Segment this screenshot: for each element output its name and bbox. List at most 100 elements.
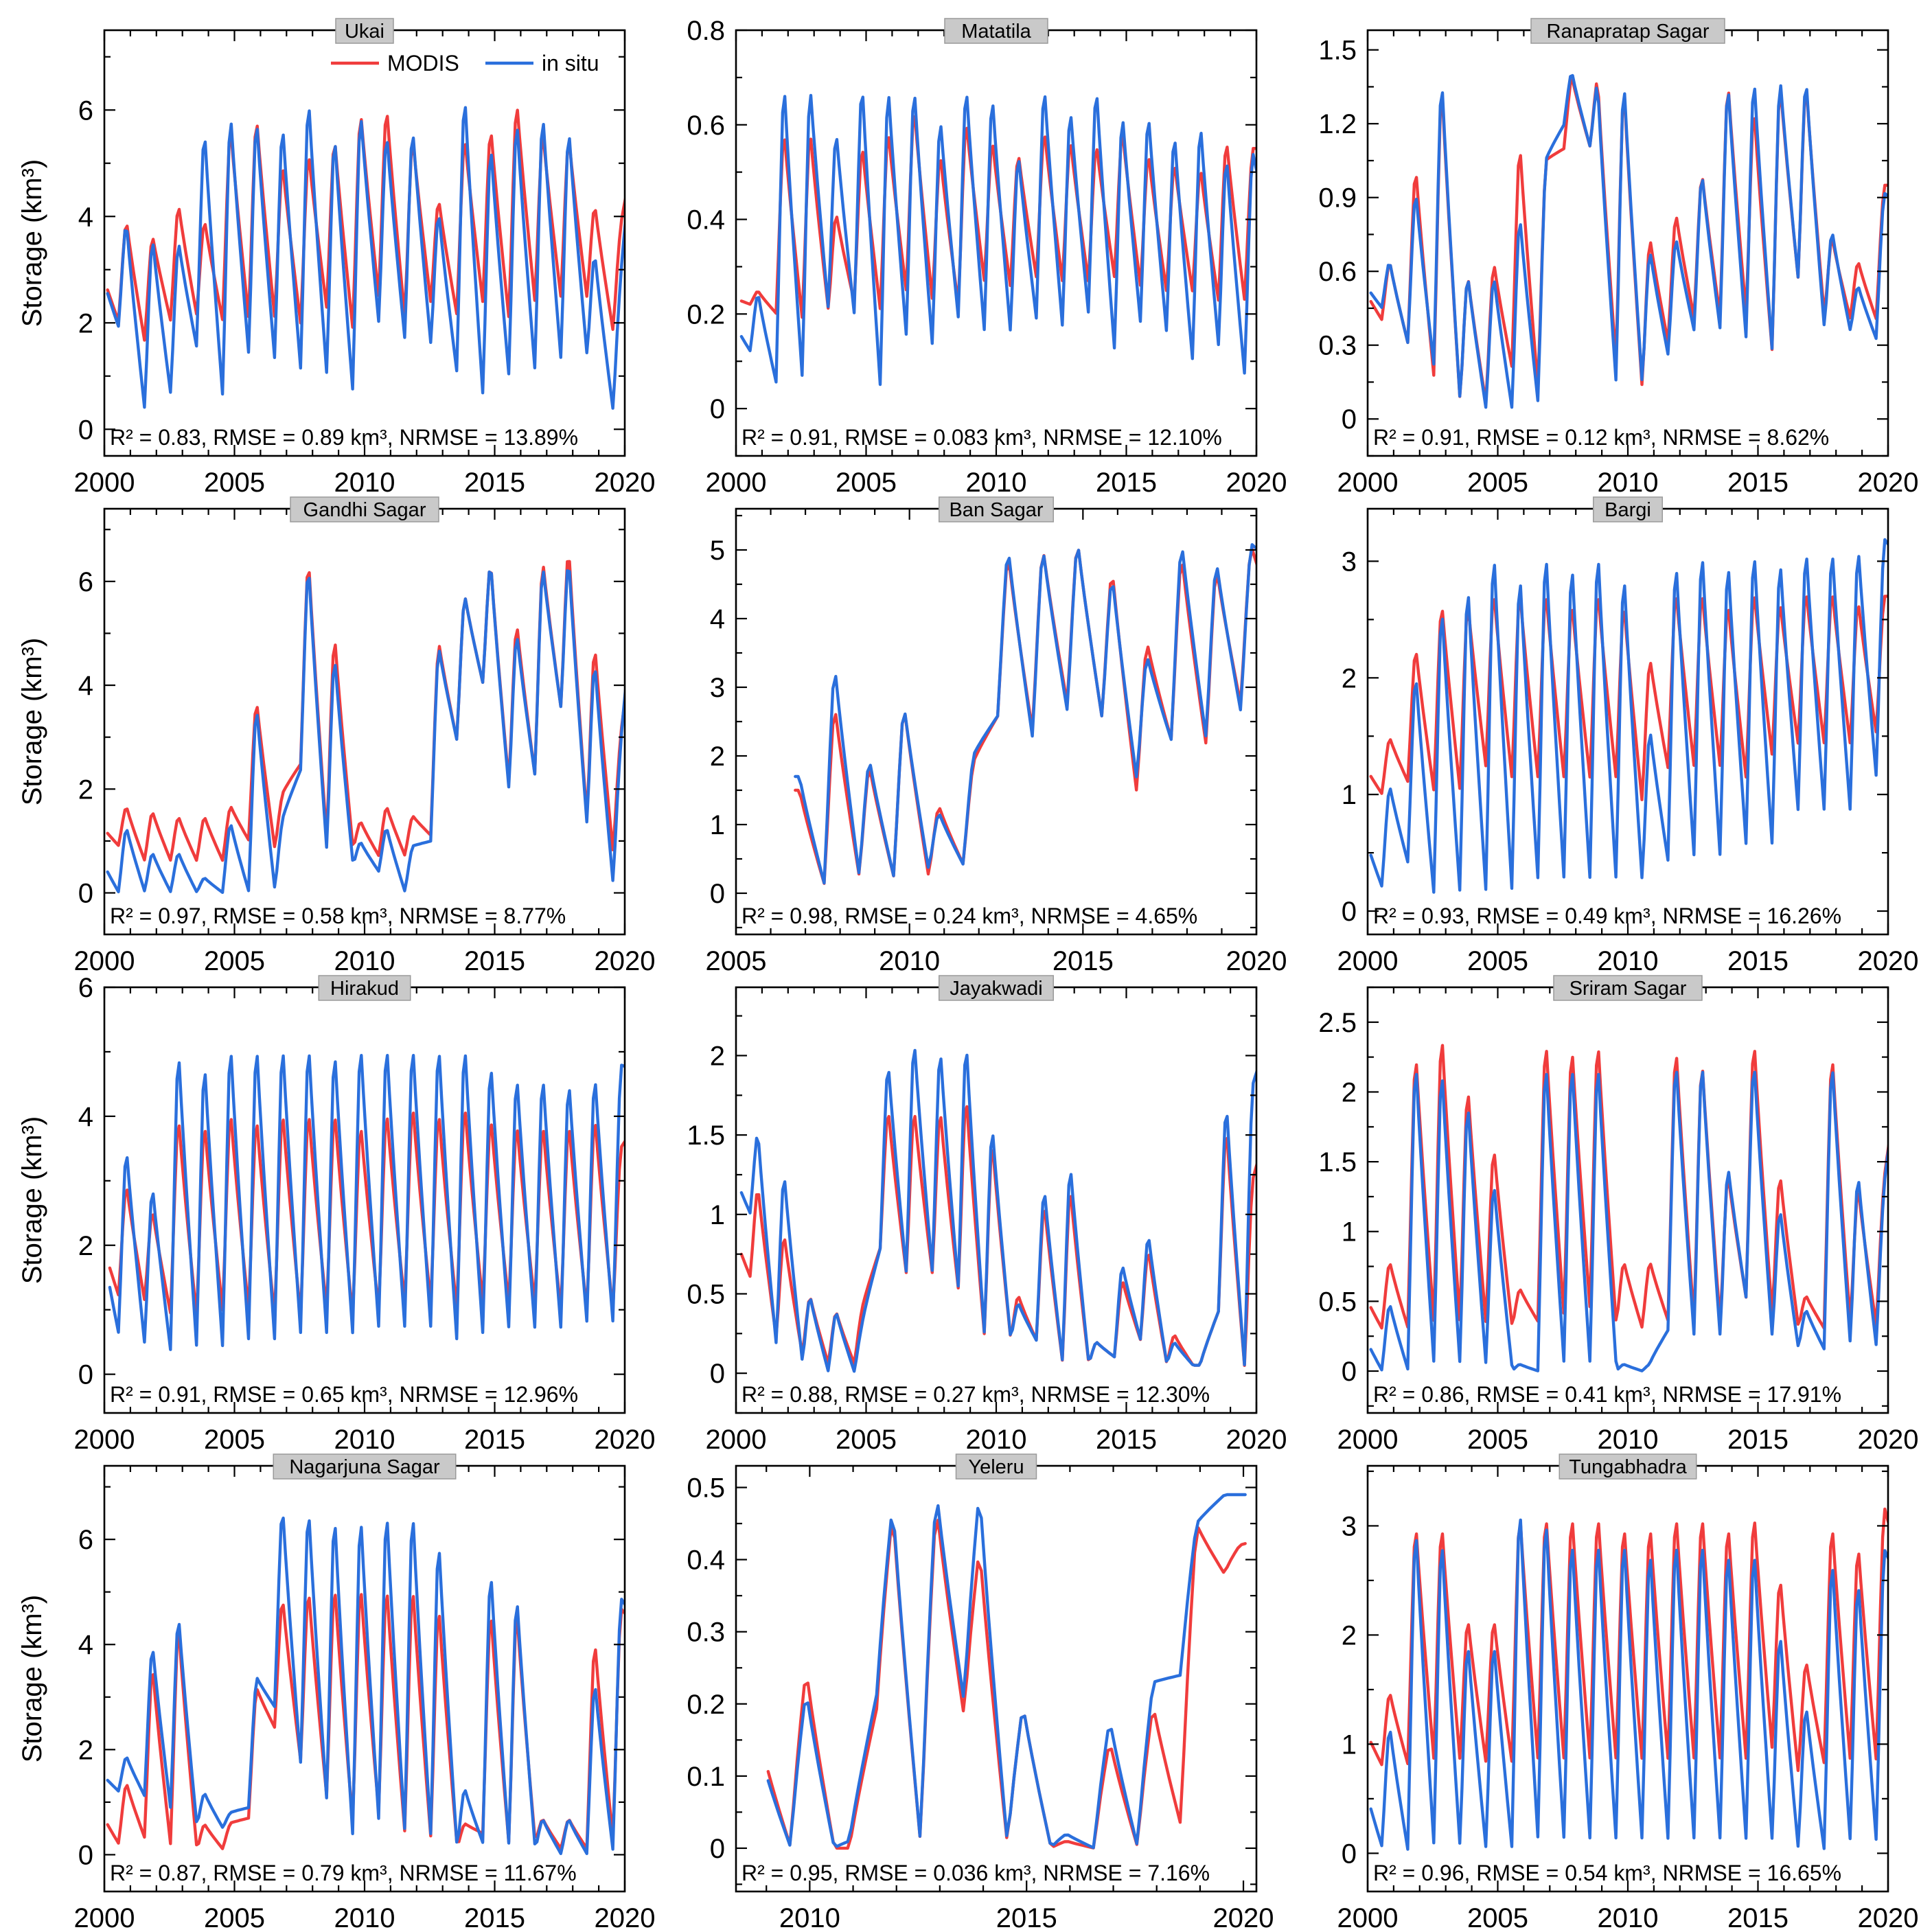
matatila-xtick-label: 2015 <box>1096 468 1157 498</box>
sriram-sagar-xtick-label: 2020 <box>1858 1425 1919 1455</box>
tungabhadra-title: Tungabhadra <box>1569 1456 1687 1478</box>
gandhi-sagar-ylabel: Storage (km³) <box>17 638 47 806</box>
ukai-xtick-label: 2000 <box>74 468 135 498</box>
ranapratap-sagar-xtick-label: 2020 <box>1858 468 1919 498</box>
matatila-xtick-label: 2005 <box>836 468 897 498</box>
nagarjuna-sagar-insitu-line <box>106 1516 625 1855</box>
panel-hirakud: 2000 2005 2010 2015 2020 0 2 4 6 Storage (km³) Hir… <box>17 973 655 1455</box>
panel-tungabhadra: 2000 2005 2010 2015 2020 0 1 2 3 Tungabhadra R² = … <box>1337 1453 1919 1932</box>
gandhi-sagar-xtick-label: 2010 <box>334 946 395 976</box>
sriram-sagar-ytick-label: 2 <box>1342 1077 1357 1107</box>
ukai-xtick-label: 2015 <box>464 468 525 498</box>
yeleru-title-box <box>955 1453 1037 1480</box>
sriram-sagar-stats-annotation: R² = 0.86, RMSE = 0.41 km³, NRMSE = 17.9… <box>1373 1382 1841 1407</box>
panel-ban-sagar: 2005 2010 2015 2020 0 1 2 3 4 5 Ban Sagar R² = 0.98… <box>706 496 1287 976</box>
nagarjuna-sagar-title: Nagarjuna Sagar <box>289 1456 440 1478</box>
nagarjuna-sagar-ytick-label: 0 <box>78 1840 93 1870</box>
ranapratap-sagar-ytick-label: 0.6 <box>1318 257 1357 287</box>
jayakwadi-xtick-label: 2000 <box>706 1425 767 1455</box>
hirakud-plot-frame <box>103 986 626 1414</box>
jayakwadi-ytick-label: 1 <box>710 1200 725 1230</box>
hirakud-title-box <box>318 975 411 1001</box>
matatila-ytick-label: 0.2 <box>687 299 725 330</box>
tungabhadra-modis-line <box>1369 1507 1888 1772</box>
panel-ranapratap-sagar: 2000 2005 2010 2015 2020 0 0.3 0.6 0.9 1.2 1.5 Rana… <box>1318 18 1919 498</box>
tungabhadra-ytick-label: 1 <box>1342 1729 1357 1760</box>
ranapratap-sagar-ytick-label: 0 <box>1342 404 1357 435</box>
ukai-modis-line <box>106 108 625 342</box>
nagarjuna-sagar-ytick-label: 4 <box>78 1630 93 1660</box>
bargi-title-box <box>1593 496 1663 522</box>
ukai-ytick-label: 0 <box>78 415 93 445</box>
panel-ukai: 2000 2005 2010 2015 2020 0 2 4 6 Storage (km³) Uka… <box>17 18 656 498</box>
yeleru-stats-annotation: R² = 0.95, RMSE = 0.036 km³, NRMSE = 7.1… <box>741 1861 1210 1885</box>
nagarjuna-sagar-ytick-label: 6 <box>78 1525 93 1555</box>
bargi-xtick-label: 2005 <box>1467 946 1528 976</box>
ban-sagar-ytick-label: 2 <box>710 741 725 772</box>
bargi-title: Bargi <box>1605 499 1651 521</box>
ukai-ylabel: Storage (km³) <box>17 159 47 327</box>
nagarjuna-sagar-xtick-label: 2005 <box>204 1903 265 1932</box>
jayakwadi-insitu-line <box>739 1048 1256 1373</box>
panel-gandhi-sagar: 2000 2005 2010 2015 2020 0 2 4 6 Storage (km³) Gan… <box>17 496 656 976</box>
ranapratap-sagar-stats-annotation: R² = 0.91, RMSE = 0.12 km³, NRMSE = 8.62… <box>1373 425 1829 450</box>
ranapratap-sagar-xtick-label: 2015 <box>1727 468 1789 498</box>
gandhi-sagar-ytick-label: 6 <box>78 567 93 597</box>
jayakwadi-xtick-label: 2015 <box>1096 1425 1157 1455</box>
hirakud-xtick-label: 2015 <box>464 1425 525 1455</box>
matatila-ytick-label: 0.8 <box>687 16 725 46</box>
ukai-xtick-label: 2005 <box>204 468 265 498</box>
panel-matatila: 2000 2005 2010 2015 2020 0 0.2 0.4 0.6 0.8 Matatil… <box>687 16 1287 498</box>
ranapratap-sagar-ytick-label: 0.9 <box>1318 183 1357 214</box>
ukai-xtick-label: 2020 <box>595 468 656 498</box>
jayakwadi-xtick-label: 2005 <box>836 1425 897 1455</box>
sriram-sagar-ytick-label: 0 <box>1342 1357 1357 1387</box>
ukai-title: Ukai <box>345 21 384 43</box>
yeleru-xtick-label: 2010 <box>779 1903 840 1932</box>
ukai-ytick-label: 4 <box>78 202 93 232</box>
jayakwadi-ytick-label: 2 <box>710 1041 725 1071</box>
sriram-sagar-xtick-label: 2010 <box>1598 1425 1659 1455</box>
hirakud-ytick-label: 0 <box>78 1360 93 1390</box>
yeleru-insitu-line <box>766 1493 1247 1850</box>
jayakwadi-stats-annotation: R² = 0.88, RMSE = 0.27 km³, NRMSE = 12.3… <box>741 1382 1210 1407</box>
matatila-ytick-label: 0.6 <box>687 111 725 141</box>
matatila-title: Matatila <box>961 21 1031 43</box>
tungabhadra-ytick-label: 3 <box>1342 1511 1357 1541</box>
sriram-sagar-plot-frame <box>1366 986 1889 1414</box>
tungabhadra-xtick-label: 2020 <box>1858 1903 1919 1932</box>
jayakwadi-xtick-label: 2020 <box>1226 1425 1287 1455</box>
ban-sagar-ytick-label: 5 <box>710 536 725 566</box>
hirakud-title: Hirakud <box>330 978 399 1000</box>
gandhi-sagar-plot-frame <box>103 507 626 936</box>
ban-sagar-xtick-label: 2005 <box>706 946 767 976</box>
yeleru-ytick-label: 0.1 <box>687 1762 725 1792</box>
jayakwadi-ytick-label: 0.5 <box>687 1279 725 1309</box>
gandhi-sagar-xtick-label: 2005 <box>204 946 265 976</box>
hirakud-xtick-label: 2000 <box>74 1425 135 1455</box>
ranapratap-sagar-xtick-label: 2000 <box>1337 468 1399 498</box>
legend-insitu-label: in situ <box>542 51 599 76</box>
ranapratap-sagar-xtick-label: 2010 <box>1598 468 1659 498</box>
bargi-ytick-label: 0 <box>1342 897 1357 927</box>
sriram-sagar-ytick-label: 2.5 <box>1318 1008 1357 1038</box>
jayakwadi-title-box <box>939 975 1054 1001</box>
gandhi-sagar-ytick-label: 2 <box>78 774 93 805</box>
ukai-xtick-label: 2010 <box>334 468 395 498</box>
yeleru-ytick-label: 0.2 <box>687 1690 725 1720</box>
bargi-ytick-label: 2 <box>1342 663 1357 693</box>
gandhi-sagar-xtick-label: 2020 <box>595 946 656 976</box>
hirakud-stats-annotation: R² = 0.91, RMSE = 0.65 km³, NRMSE = 12.9… <box>110 1382 578 1407</box>
nagarjuna-sagar-title-box <box>273 1453 457 1480</box>
ukai-ytick-label: 6 <box>78 95 93 126</box>
ban-sagar-insitu-line <box>794 543 1256 885</box>
bargi-xtick-label: 2000 <box>1337 946 1399 976</box>
nagarjuna-sagar-xtick-label: 2015 <box>464 1903 525 1932</box>
ranapratap-sagar-xtick-label: 2005 <box>1467 468 1528 498</box>
ukai-ytick-label: 2 <box>78 308 93 338</box>
sriram-sagar-modis-line <box>1369 1044 1888 1330</box>
nagarjuna-sagar-stats-annotation: R² = 0.87, RMSE = 0.79 km³, NRMSE = 11.6… <box>110 1861 577 1885</box>
ukai-insitu-line <box>106 106 625 410</box>
yeleru-ytick-label: 0.4 <box>687 1545 725 1576</box>
sriram-sagar-ytick-label: 0.5 <box>1318 1287 1357 1317</box>
